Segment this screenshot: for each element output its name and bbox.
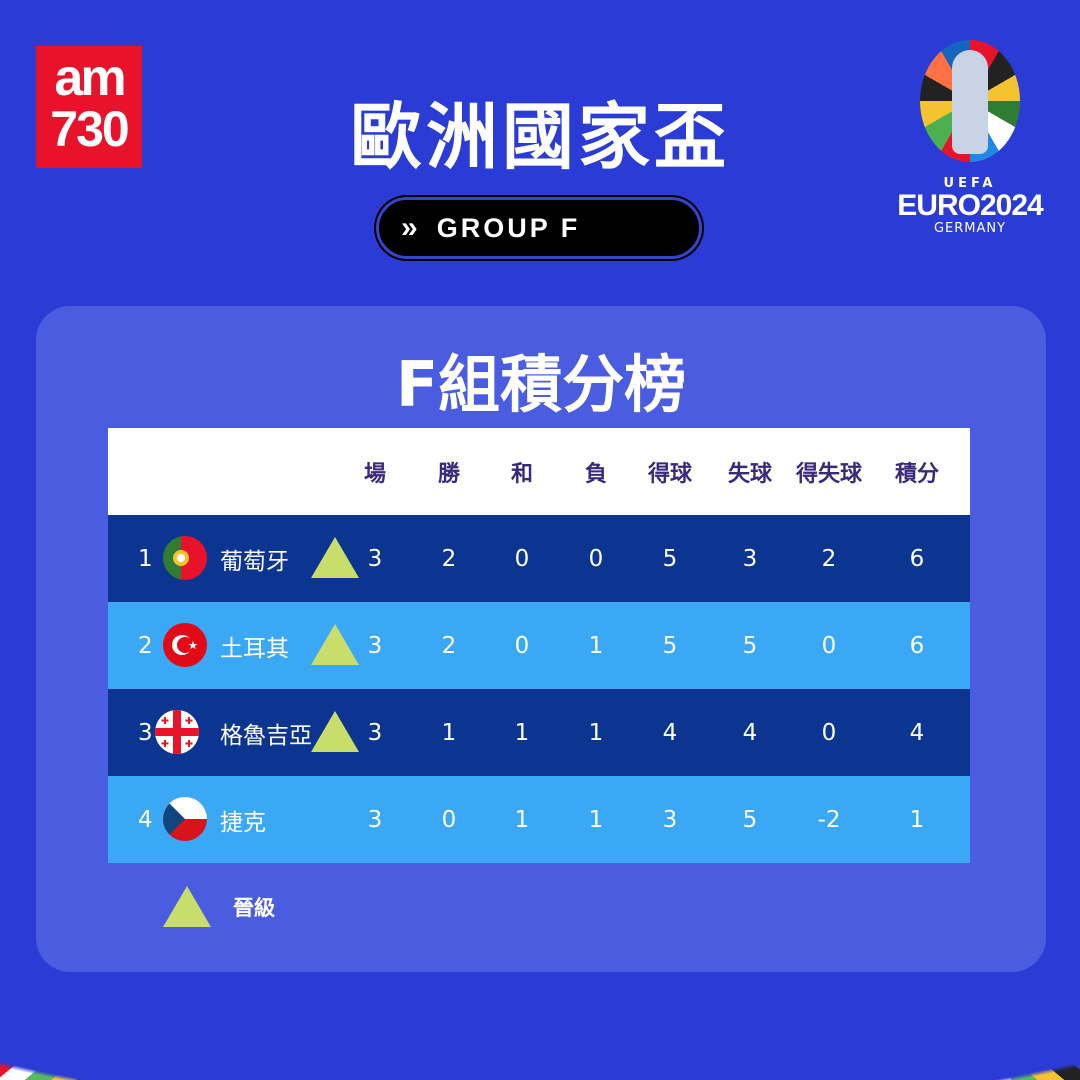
logo-line2: 730 <box>50 101 129 157</box>
stat-cell: 2 <box>821 545 837 572</box>
stat-cell: 1 <box>588 806 604 833</box>
standings-title: F組積分榜 <box>395 348 687 421</box>
stat-cell: 3 <box>662 806 678 833</box>
stat-cell: 0 <box>441 806 457 833</box>
stat-cell: 2 <box>441 632 457 659</box>
column-header: 積分 <box>894 462 939 487</box>
page-title: 歐洲國家盃 <box>349 95 730 179</box>
stat-cell: 0 <box>588 545 604 572</box>
germany-text: GERMANY <box>933 221 1007 236</box>
stat-cell: 1 <box>909 806 925 833</box>
column-header: 失球 <box>727 462 772 487</box>
rank: 3 <box>138 719 153 746</box>
team-name: 葡萄牙 <box>220 548 289 575</box>
stat-cell: 2 <box>441 545 457 572</box>
stat-cell: -2 <box>817 806 841 833</box>
stat-cell: 4 <box>909 719 925 746</box>
stat-cell: 0 <box>514 632 530 659</box>
legend-label: 晉級 <box>233 895 275 920</box>
euro-text: EURO2024 <box>897 189 1043 222</box>
stat-cell: 3 <box>367 545 383 572</box>
team-name: 捷克 <box>220 809 266 836</box>
stat-cell: 3 <box>367 719 383 746</box>
czech-flag-icon <box>163 797 207 841</box>
uefa-text: UEFA <box>943 176 997 191</box>
legend: 晉級 <box>163 886 275 927</box>
team-name: 格魯吉亞 <box>220 722 312 749</box>
georgia-flag-icon <box>155 710 199 754</box>
euro2024-logo: UEFA EURO2024 GERMANY <box>890 40 1050 236</box>
stat-cell: 5 <box>742 806 758 833</box>
team-name: 土耳其 <box>220 635 289 662</box>
logo-line1: am <box>54 49 126 107</box>
qualified-triangle-icon <box>311 537 359 578</box>
qualified-triangle-icon <box>311 711 359 752</box>
stat-cell: 1 <box>514 806 530 833</box>
stat-cell: 3 <box>742 545 758 572</box>
standings-panel: F組積分榜 場勝和負得球 失球 得失球 積分 1 葡萄牙 3 2 0 0 5 3 2 6 2 土耳其 3 2… <box>36 306 1046 972</box>
triangle-icon <box>163 886 211 927</box>
rank: 2 <box>138 632 153 659</box>
rank: 4 <box>138 806 153 833</box>
double-chevron-icon: » <box>401 211 421 244</box>
am730-logo: am 730 <box>36 46 142 168</box>
table-row: 1 葡萄牙 3 2 0 0 5 3 2 6 <box>108 515 970 602</box>
table-row: 2 土耳其 3 2 0 1 5 5 0 6 <box>108 602 970 689</box>
group-label: GROUP F <box>436 212 581 243</box>
stat-cell: 3 <box>367 632 383 659</box>
portugal-flag-icon <box>163 536 207 580</box>
stat-cell: 1 <box>441 719 457 746</box>
stat-cell: 0 <box>821 632 837 659</box>
stat-cell: 5 <box>742 632 758 659</box>
stat-cell: 1 <box>588 632 604 659</box>
column-header: 勝 <box>437 462 460 487</box>
stat-cell: 1 <box>514 719 530 746</box>
stat-cell: 0 <box>514 545 530 572</box>
stat-cell: 0 <box>821 719 837 746</box>
stat-cell: 4 <box>742 719 758 746</box>
stat-cell: 5 <box>662 545 678 572</box>
stat-cell: 4 <box>662 719 678 746</box>
column-header: 得球 <box>647 462 692 487</box>
stat-cell: 5 <box>662 632 678 659</box>
column-header: 得失球 <box>795 462 862 487</box>
stat-cell: 1 <box>588 719 604 746</box>
standings-table: 場 勝 和 負 得球 失球 得失球 積分 1 葡萄牙 3 2 0 0 5 3 2 6 2 土耳其 3 2 0 1 5 5 0 6… <box>108 428 970 863</box>
turkey-flag-icon <box>163 623 207 667</box>
group-badge: » GROUP F <box>376 197 702 259</box>
rank: 1 <box>138 545 153 572</box>
table-row: 3 格魯吉亞 3 1 1 1 4 4 0 4 <box>108 689 970 776</box>
column-header: 場 <box>363 462 386 487</box>
qualified-triangle-icon <box>311 624 359 665</box>
table-header: 場 勝 和 負 得球 失球 得失球 積分 <box>108 428 970 515</box>
trophy-icon <box>920 40 1020 162</box>
table-row: 4 捷克 3 0 1 1 3 5 -2 1 <box>108 776 970 863</box>
column-header: 和 <box>510 462 533 487</box>
column-header: 負 <box>584 462 607 487</box>
stat-cell: 3 <box>367 806 383 833</box>
stat-cell: 6 <box>909 545 925 572</box>
stat-cell: 6 <box>909 632 925 659</box>
